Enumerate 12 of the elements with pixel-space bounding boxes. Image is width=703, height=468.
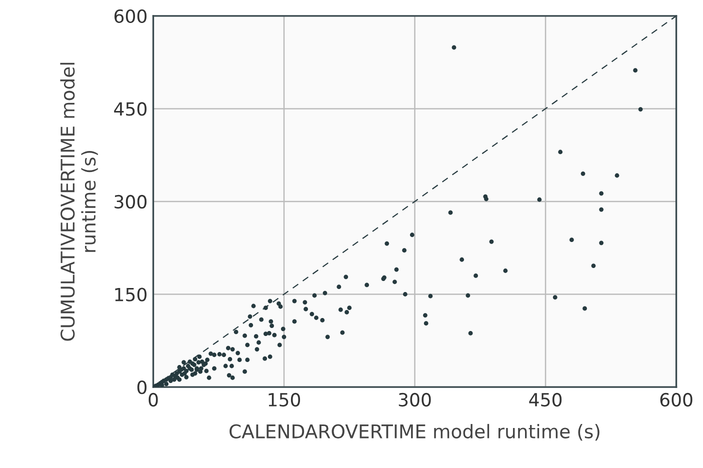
- x-tick-label: 150: [268, 392, 300, 407]
- x-tick-label: 450: [529, 392, 562, 407]
- y-tick-label: 150: [115, 288, 146, 302]
- y-tick-label: 450: [114, 102, 146, 116]
- x-tick-label: 600: [660, 392, 692, 407]
- y-tick-label: 600: [114, 9, 146, 24]
- y-tick-label: 0: [137, 380, 146, 394]
- y-tick-label: 300: [114, 194, 146, 209]
- x-tick-label: 300: [398, 392, 431, 407]
- y-axis-title: CUMULATIVEOVERTIME model runtime (s): [60, 62, 98, 341]
- x-tick-label: 0: [148, 392, 158, 407]
- x-axis-title: CALENDAROVERTIME model runtime (s): [230, 424, 600, 441]
